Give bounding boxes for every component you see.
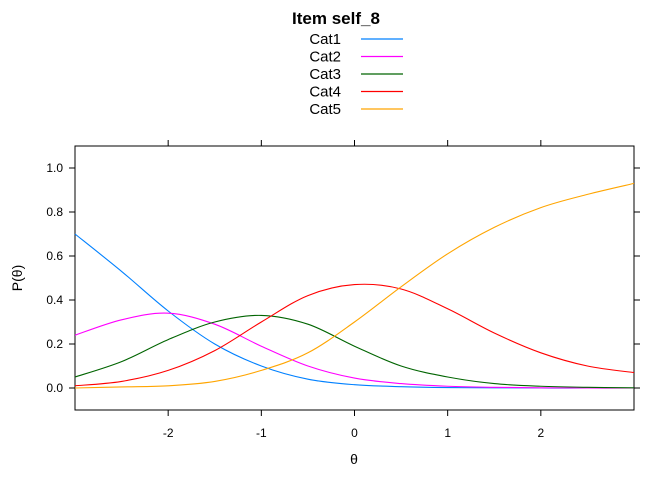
x-axis-label: θ: [350, 451, 358, 467]
series-line-cat4: [74, 283, 635, 387]
legend-label-cat4: Cat4: [309, 84, 341, 101]
series-line-cat3: [74, 314, 635, 389]
y-tick-label: 0.0: [46, 381, 63, 395]
series-line-cat2: [74, 312, 635, 389]
x-tick-label: 1: [444, 426, 451, 440]
legend-label-cat1: Cat1: [309, 31, 341, 48]
plot-frame: [74, 145, 635, 411]
y-tick-label: 0.4: [46, 293, 63, 307]
y-tick-label: 0.6: [46, 249, 63, 263]
series-line-cat5: [74, 182, 635, 389]
axis-ticks: -2 -1 0 1 2 0.0 0.2 0.4 0.6 0.8 1.0: [46, 140, 640, 440]
y-tick-label: 0.8: [46, 205, 63, 219]
x-tick-label: -1: [256, 426, 267, 440]
y-tick-label: 0.2: [46, 337, 63, 351]
y-axis-label: P(θ): [9, 265, 25, 291]
x-tick-label: 2: [537, 426, 544, 440]
x-tick-label: 0: [351, 426, 358, 440]
legend-label-cat3: Cat3: [309, 66, 341, 83]
chart-title: Item self_8: [292, 9, 380, 28]
legend-label-cat2: Cat2: [309, 49, 341, 66]
series-line-cat1: [74, 233, 634, 389]
x-tick-label: -2: [163, 426, 174, 440]
y-tick-label: 1.0: [46, 161, 63, 175]
legend-label-cat5: Cat5: [309, 101, 341, 118]
series-lines: [74, 182, 635, 389]
